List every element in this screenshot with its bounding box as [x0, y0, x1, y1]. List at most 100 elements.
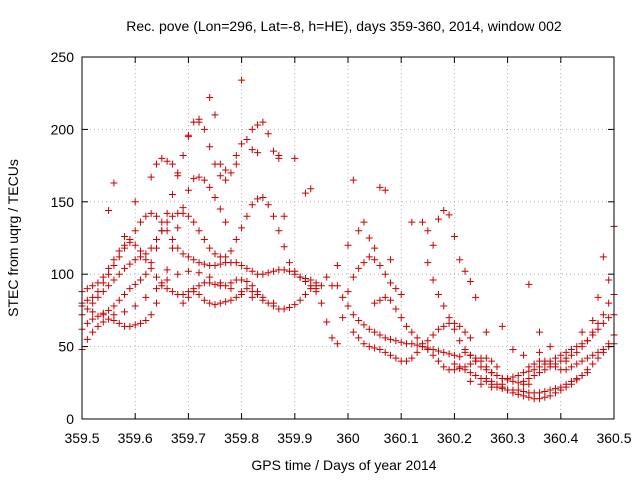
data-point	[131, 321, 139, 329]
data-point	[259, 270, 267, 278]
data-point	[142, 317, 150, 325]
data-point	[254, 149, 262, 157]
data-point	[238, 224, 246, 232]
data-point	[323, 318, 331, 326]
data-point	[126, 322, 134, 330]
data-point	[259, 118, 267, 126]
data-point	[200, 260, 208, 268]
data-point	[403, 357, 411, 365]
data-point	[195, 290, 203, 298]
data-point	[296, 296, 304, 304]
data-point	[456, 337, 464, 345]
data-point	[184, 131, 192, 139]
data-point	[365, 343, 373, 351]
x-tick-label: 360	[336, 430, 360, 446]
data-point	[195, 227, 203, 235]
data-point	[270, 212, 278, 220]
data-point	[578, 372, 586, 380]
data-point	[110, 256, 118, 264]
data-point	[270, 299, 278, 307]
data-point	[466, 377, 474, 385]
data-point	[184, 212, 192, 220]
data-point	[440, 302, 448, 310]
data-point	[349, 311, 357, 319]
data-point	[344, 241, 352, 249]
data-point	[216, 172, 224, 180]
data-point	[339, 314, 347, 322]
data-point	[195, 259, 203, 267]
data-point	[599, 311, 607, 319]
data-point	[360, 321, 368, 329]
data-point	[498, 380, 506, 388]
data-point	[589, 351, 597, 359]
data-point	[105, 264, 113, 272]
data-point	[94, 322, 102, 330]
data-point	[488, 369, 496, 377]
data-point	[211, 250, 219, 258]
data-point	[307, 185, 315, 193]
data-point	[594, 348, 602, 356]
data-point	[243, 285, 251, 293]
data-point	[551, 389, 559, 397]
data-point	[466, 360, 474, 368]
data-point	[605, 314, 613, 322]
data-point	[105, 282, 113, 290]
data-point	[174, 244, 182, 252]
data-point	[525, 280, 533, 288]
data-point	[440, 348, 448, 356]
data-point	[573, 360, 581, 368]
data-point	[147, 264, 155, 272]
data-point	[429, 331, 437, 339]
data-point	[222, 298, 230, 306]
data-point	[514, 372, 522, 380]
data-point	[110, 276, 118, 284]
data-point	[206, 183, 214, 191]
data-point	[482, 374, 490, 382]
data-point	[408, 340, 416, 348]
data-point	[339, 293, 347, 301]
data-point	[83, 305, 91, 313]
data-point	[179, 209, 187, 217]
data-point	[589, 317, 597, 325]
data-point	[578, 357, 586, 365]
data-point	[264, 201, 272, 209]
data-point	[488, 357, 496, 365]
data-point	[248, 267, 256, 275]
data-point	[599, 345, 607, 353]
data-point	[397, 290, 405, 298]
data-point	[461, 366, 469, 374]
data-point	[94, 312, 102, 320]
data-point	[216, 160, 224, 168]
data-point	[466, 351, 474, 359]
data-point	[147, 244, 155, 252]
data-point	[589, 360, 597, 368]
data-point	[440, 206, 448, 214]
data-point	[254, 290, 262, 298]
data-point	[83, 296, 91, 304]
data-point	[158, 154, 166, 162]
data-point	[429, 241, 437, 249]
data-point	[498, 322, 506, 330]
data-point	[248, 125, 256, 133]
data-point	[546, 392, 554, 400]
data-point	[126, 260, 134, 268]
data-point	[536, 369, 544, 377]
data-point	[89, 293, 97, 301]
data-point	[152, 212, 160, 220]
data-point	[344, 302, 352, 310]
data-point	[509, 373, 517, 381]
data-point	[567, 380, 575, 388]
data-point	[371, 244, 379, 252]
data-point	[121, 264, 129, 272]
data-point	[291, 267, 299, 275]
data-point	[509, 389, 517, 397]
data-point	[126, 285, 134, 293]
data-point	[371, 299, 379, 307]
data-point	[387, 335, 395, 343]
data-point	[530, 360, 538, 368]
data-point	[280, 305, 288, 313]
data-point	[536, 328, 544, 336]
y-tick-label: 0	[66, 411, 74, 427]
data-point	[174, 270, 182, 278]
data-point	[238, 262, 246, 270]
